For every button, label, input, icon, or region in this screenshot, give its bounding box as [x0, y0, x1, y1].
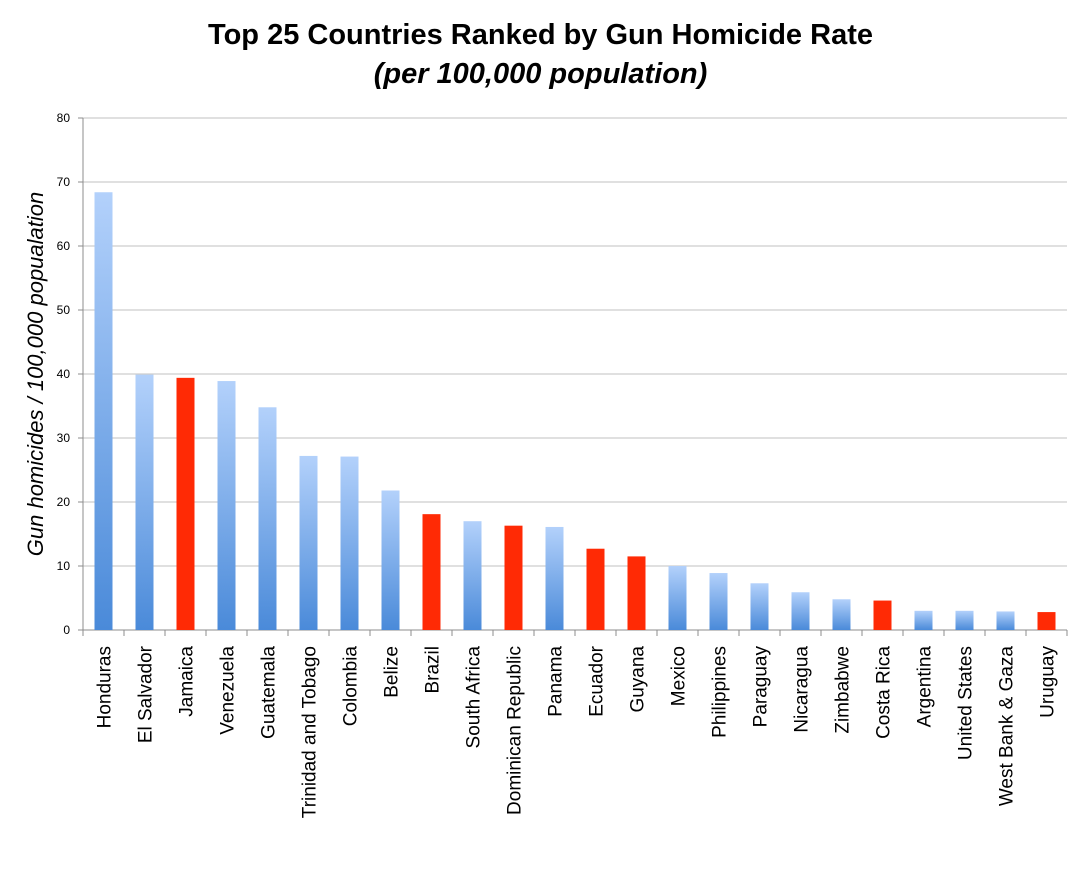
bar-dominican-republic	[504, 525, 523, 630]
x-tick-label: South Africa	[464, 646, 485, 749]
x-tick-label: West Bank & Gaza	[997, 646, 1018, 807]
y-tick-label: 20	[57, 495, 71, 509]
bar-guyana	[627, 556, 646, 630]
y-tick-label: 10	[57, 559, 71, 573]
x-tick-label: Belize	[382, 646, 403, 698]
bar-panama	[545, 526, 564, 630]
x-tick-label: Philippines	[710, 646, 731, 738]
x-tick-label: Costa Rica	[874, 646, 895, 739]
x-tick-label: Colombia	[341, 646, 362, 727]
y-tick-label: 40	[57, 367, 71, 381]
bar-guatemala	[258, 407, 277, 630]
x-tick-label: Mexico	[669, 646, 690, 706]
bar-uruguay	[1037, 612, 1056, 630]
x-tick-label: El Salvador	[136, 645, 157, 743]
chart-subtitle: (per 100,000 population)	[373, 58, 708, 90]
x-tick-label: Zimbabwe	[833, 646, 854, 734]
bars	[94, 192, 1056, 631]
bar-south-africa	[463, 521, 482, 630]
y-tick-label: 70	[57, 175, 71, 189]
x-tick-label: Guyana	[628, 646, 649, 713]
bar-honduras	[94, 192, 113, 631]
y-tick-label: 30	[57, 431, 71, 445]
x-tick-label: Guatemala	[259, 646, 280, 739]
x-tick-labels: Honduras El Salvador Jamaica Venezuela Guate…	[95, 645, 1059, 818]
bar-philippines	[709, 573, 728, 630]
bar-zimbabwe	[832, 599, 851, 630]
bar-costa-rica	[873, 600, 892, 630]
x-tick-label: Panama	[546, 646, 567, 717]
bar-trinidad-and-tobago	[299, 455, 318, 630]
y-tick-labels: 0 10 20 30 40 50 60 70 80	[57, 111, 71, 637]
bar-colombia	[340, 456, 359, 630]
x-tick-label: Paraguay	[751, 646, 772, 728]
x-tick-label: Trinidad and Tobago	[300, 646, 321, 818]
bar-jamaica	[176, 377, 195, 630]
axes	[78, 117, 1068, 636]
x-tick-label: Honduras	[95, 646, 116, 728]
bar-paraguay	[750, 583, 769, 630]
bar-belize	[381, 490, 400, 630]
bar-mexico	[668, 566, 687, 630]
chart-title-block: Top 25 Countries Ranked by Gun Homicide …	[0, 16, 1081, 94]
bar-nicaragua	[791, 592, 810, 630]
x-tick-label: Brazil	[423, 646, 444, 694]
y-tick-label: 80	[57, 111, 71, 125]
gridlines	[83, 117, 1067, 567]
y-tick-label: 60	[57, 239, 71, 253]
x-tick-label: Jamaica	[177, 646, 198, 717]
x-tick-label: United States	[956, 646, 977, 760]
x-tick-label: Argentina	[915, 646, 936, 728]
bar-argentina	[914, 610, 933, 630]
bar-brazil	[422, 514, 441, 630]
bar-el-salvador	[135, 374, 154, 630]
bar-west-bank-gaza	[996, 611, 1015, 630]
x-tick-label: Dominican Republic	[505, 646, 526, 815]
x-tick-label: Venezuela	[218, 646, 239, 735]
x-tick-label: Ecuador	[587, 645, 608, 716]
bar-venezuela	[217, 381, 236, 630]
y-tick-label: 50	[57, 303, 71, 317]
bar-ecuador	[586, 548, 605, 630]
x-tick-label: Uruguay	[1038, 646, 1059, 718]
chart-title: Top 25 Countries Ranked by Gun Homicide …	[208, 19, 873, 51]
y-tick-label: 0	[63, 623, 70, 637]
bar-united-states	[955, 610, 974, 630]
x-tick-label: Nicaragua	[792, 646, 813, 733]
y-axis-label: Gun homicides / 100,000 popualation	[23, 191, 48, 557]
